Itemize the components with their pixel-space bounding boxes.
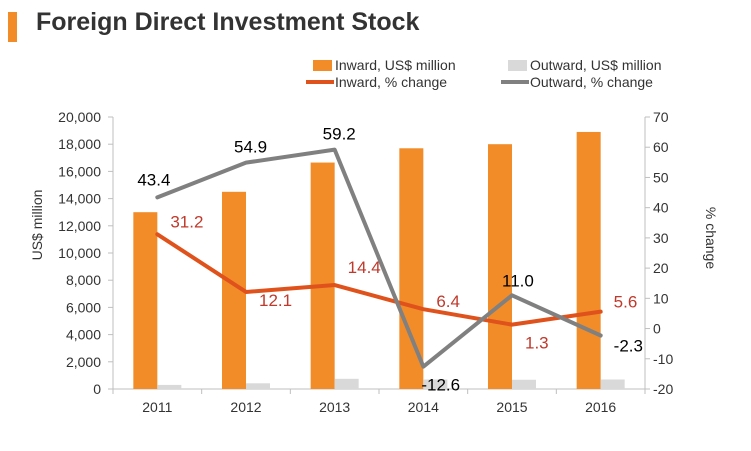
y-axis-label: US$ million	[29, 190, 45, 261]
y-tick-label: 6,000	[66, 299, 101, 315]
x-tick-label: 2013	[319, 399, 350, 415]
bar-outward-2014	[423, 379, 448, 389]
bar-inward-2013	[310, 162, 335, 389]
y-tick-label: 2,000	[66, 354, 101, 370]
line-outward-change	[155, 147, 603, 369]
data-label-inward-2016: 5.6	[614, 293, 638, 312]
legend-label-outward-line: Outward, % change	[530, 74, 653, 90]
x-tick-label: 2014	[408, 399, 439, 415]
y2-tick-label: -20	[653, 381, 673, 397]
bar-inward-2014	[399, 148, 424, 389]
data-label-outward-2013: 59.2	[323, 125, 356, 144]
plot-area: 0 2,000 4,000 6,000 8,000 10,000 12,000 14,000 1…	[58, 109, 673, 415]
legend-swatch-inward-bar	[313, 60, 332, 71]
y2-axis-label: % change	[703, 207, 719, 269]
page-title: Foreign Direct Investment Stock	[36, 8, 420, 36]
bar-outward-2011	[157, 384, 182, 389]
x-tick-label: 2016	[585, 399, 616, 415]
data-label-outward-2011: 43.4	[137, 170, 170, 189]
y-tick-label: 8,000	[66, 272, 101, 288]
y-tick-label: 16,000	[58, 163, 101, 179]
bar-outward-2012	[246, 383, 270, 389]
legend-label-outward-bar: Outward, US$ million	[530, 57, 662, 73]
data-label-inward-2014: 6.4	[436, 292, 460, 311]
data-label-inward-2012: 12.1	[259, 291, 292, 310]
data-label-inward-2011: 31.2	[170, 212, 203, 231]
legend-swatch-outward-bar	[508, 60, 527, 71]
bar-outward-2016	[600, 379, 625, 389]
x-tick-label: 2011	[142, 399, 172, 415]
y2-tick-label: 40	[653, 200, 669, 216]
y2-tick-label: 70	[653, 109, 669, 125]
data-label-outward-2015: 11.0	[502, 271, 534, 290]
line-inward-change	[155, 232, 603, 327]
data-label-outward-2014: -12.6	[421, 376, 460, 395]
legend-label-inward-line: Inward, % change	[335, 74, 447, 90]
bar-inward-2016	[576, 131, 601, 389]
y2-tick-label: -10	[653, 351, 673, 367]
y2-tick-label: 60	[653, 139, 669, 155]
y-tick-label: 20,000	[58, 109, 101, 125]
data-label-inward-2013: 14.4	[348, 258, 381, 277]
y-tick-label: 4,000	[66, 327, 101, 343]
y2-tick-label: 10	[653, 290, 669, 306]
chart-legend: Inward, US$ million Outward, US$ million…	[306, 57, 662, 90]
y-tick-label: 12,000	[58, 218, 101, 234]
y2-tick-label: 30	[653, 230, 669, 246]
legend-label-inward-bar: Inward, US$ million	[335, 57, 456, 73]
y2-tick-label: 50	[653, 169, 669, 185]
bar-outward-2013	[334, 378, 359, 389]
y-tick-label: 18,000	[58, 136, 101, 152]
y2-tick-label: 0	[653, 321, 661, 337]
bar-outward-2015	[512, 379, 536, 389]
bar-inward-2015	[488, 144, 512, 389]
data-label-outward-2012: 54.9	[234, 138, 267, 157]
x-tick-label: 2015	[496, 399, 527, 415]
y2-tick-label: 20	[653, 260, 669, 276]
data-label-outward-2016: -2.3	[614, 337, 643, 356]
bar-inward-2011	[133, 212, 158, 389]
y-tick-label: 14,000	[58, 191, 101, 207]
y-tick-label: 10,000	[58, 245, 101, 261]
title-accent-bar	[8, 12, 17, 42]
x-tick-label: 2012	[230, 399, 261, 415]
y-tick-label: 0	[93, 381, 101, 397]
data-label-inward-2015: 1.3	[525, 334, 549, 353]
